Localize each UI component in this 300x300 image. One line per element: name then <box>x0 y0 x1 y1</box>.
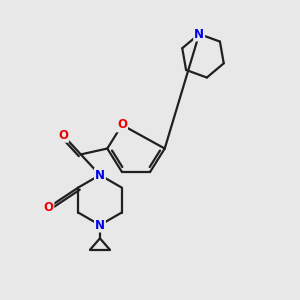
Text: N: N <box>95 169 105 182</box>
Text: O: O <box>58 129 68 142</box>
Text: O: O <box>117 118 127 131</box>
Text: O: O <box>44 201 53 214</box>
Text: N: N <box>95 219 105 232</box>
Text: N: N <box>194 28 204 40</box>
